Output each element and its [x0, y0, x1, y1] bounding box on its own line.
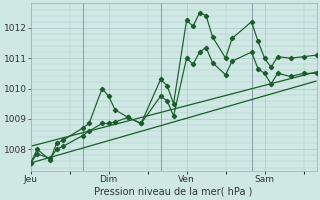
X-axis label: Pression niveau de la mer( hPa ): Pression niveau de la mer( hPa )	[94, 187, 253, 197]
